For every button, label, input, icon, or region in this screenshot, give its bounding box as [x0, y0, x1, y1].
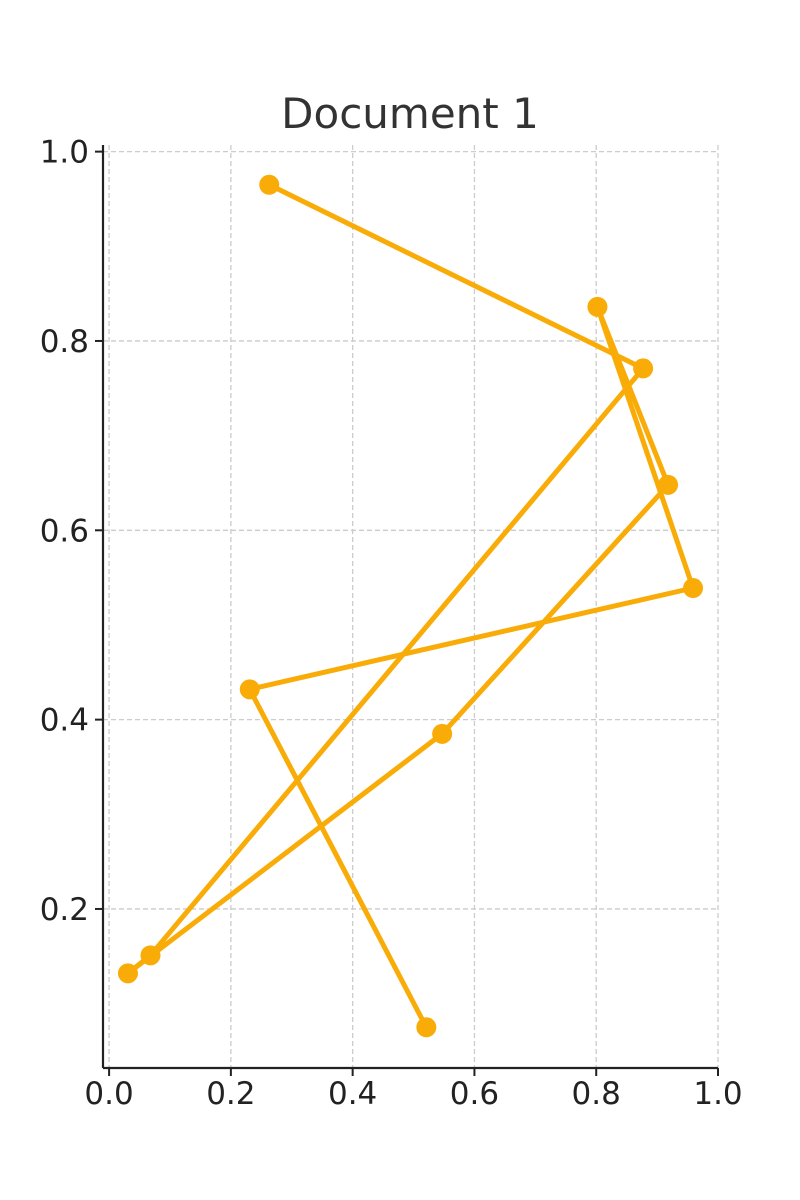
tick-labels: 0.0 0.2 0.4 0.6 0.8 1.0 0.2 0.4 0.6 0.8 1.0 [40, 135, 743, 1112]
x-tick-label: 0.8 [572, 1076, 621, 1112]
data-point-marker [432, 723, 453, 744]
x-tick-label: 0.0 [84, 1076, 133, 1112]
grid-lines [103, 145, 719, 1068]
x-tick-label: 0.4 [328, 1076, 377, 1112]
data-point-marker [117, 963, 138, 984]
y-tick-label: 0.2 [40, 892, 89, 928]
data-point-marker [259, 174, 280, 195]
data-point-marker [140, 945, 161, 966]
x-tick-label: 1.0 [693, 1076, 742, 1112]
data-series [117, 174, 704, 1038]
y-tick-label: 0.4 [40, 703, 89, 739]
y-tick-label: 0.6 [40, 513, 89, 549]
data-point-marker [683, 578, 704, 599]
data-point-marker [416, 1017, 437, 1038]
data-point-marker [658, 474, 679, 495]
y-tick-label: 1.0 [40, 135, 89, 171]
x-tick-label: 0.2 [206, 1076, 255, 1112]
data-point-marker [239, 679, 260, 700]
series-line [125, 182, 696, 1030]
chart-title: Document 1 [281, 89, 539, 138]
data-point-marker [633, 358, 654, 379]
data-point-marker [587, 296, 608, 317]
y-tick-label: 0.8 [40, 324, 89, 360]
x-tick-label: 0.6 [450, 1076, 499, 1112]
axes [95, 145, 719, 1076]
